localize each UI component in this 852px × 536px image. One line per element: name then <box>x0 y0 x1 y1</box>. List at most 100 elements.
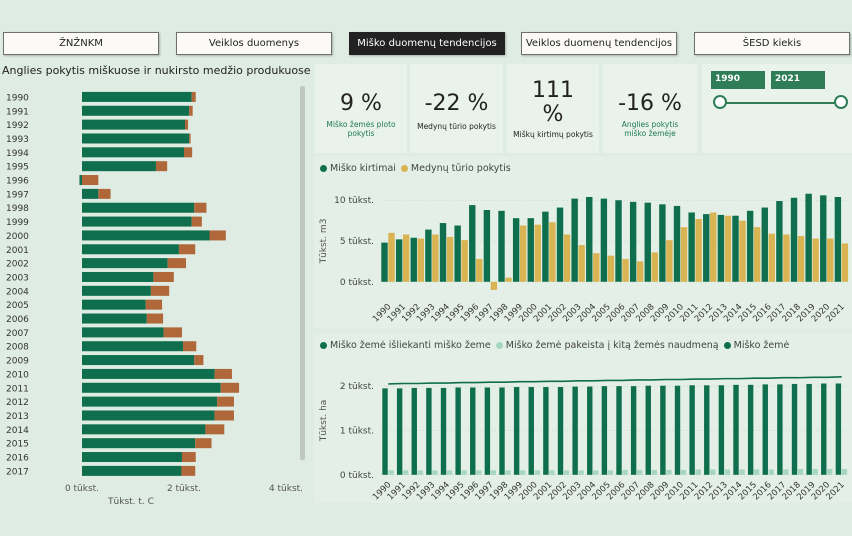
bar <box>425 229 432 282</box>
y-tick-label: 2001 <box>6 246 29 256</box>
bar-green <box>82 216 192 227</box>
bar <box>630 386 637 475</box>
bar <box>747 384 754 475</box>
bar <box>402 234 410 282</box>
bar-brown <box>98 188 111 199</box>
bar-green <box>82 299 146 310</box>
bar-green <box>82 230 210 241</box>
bar <box>411 387 417 475</box>
legend-item[interactable]: Miško žemė <box>723 340 790 351</box>
legend-item[interactable]: Miško žemė išliekanti miško žeme <box>320 340 491 351</box>
bar-green <box>82 133 190 144</box>
bar <box>841 469 848 475</box>
bar-brown <box>181 465 196 476</box>
bar <box>499 387 505 475</box>
tab-znznkm[interactable]: ŽNŽNKM <box>3 32 159 55</box>
y-tick-label: 10 tūkst. <box>334 196 374 206</box>
bar <box>732 215 739 282</box>
bar <box>733 384 739 475</box>
bar <box>651 252 658 282</box>
bar <box>645 385 651 475</box>
tab-veiklos-duomenys[interactable]: Veiklos duomenys <box>176 32 332 55</box>
bar <box>432 470 438 475</box>
bar-green <box>82 271 154 282</box>
tab-veiklos-duomenu-tendencijos[interactable]: Veiklos duomenų tendencijos <box>521 32 677 55</box>
bar <box>710 469 716 475</box>
year-slider-track[interactable] <box>721 102 841 104</box>
y-tick-label: 2 tūkst. <box>340 382 374 392</box>
y-tick-label: 1998 <box>6 204 29 214</box>
tab-misko-duomenu-tendencijos[interactable]: Miško duomenų tendencijos <box>349 32 505 55</box>
y-tick-label: 1992 <box>6 121 29 131</box>
bar <box>578 470 584 475</box>
bar-green <box>82 465 182 476</box>
bar <box>776 201 783 282</box>
bar <box>797 469 804 475</box>
bar <box>841 243 849 282</box>
bar <box>454 225 461 282</box>
bar <box>827 238 834 282</box>
bar <box>835 383 842 475</box>
bar-green <box>82 382 221 393</box>
y-tick-label: 5 tūkst. <box>340 237 374 247</box>
bar <box>739 469 745 475</box>
bar <box>490 470 497 475</box>
y-tick-label: 2012 <box>6 398 29 408</box>
year-slider-handle-end[interactable] <box>834 95 848 109</box>
bar-green <box>82 327 164 338</box>
tab-sesd-kiekis[interactable]: ŠESD kiekis <box>694 32 850 55</box>
bar-brown <box>191 91 196 102</box>
bar <box>689 385 695 475</box>
bar <box>636 469 643 475</box>
bar <box>718 385 725 475</box>
legend-item[interactable]: Miško žemė pakeista į kitą žemės naudmen… <box>495 340 719 351</box>
y-tick-label: 2009 <box>6 357 29 367</box>
bar <box>557 387 564 475</box>
bar-green <box>82 202 195 213</box>
y-tick-label: 2016 <box>6 454 29 464</box>
series-line <box>388 376 842 385</box>
bar-green <box>82 368 215 379</box>
bar <box>476 258 483 282</box>
bar <box>446 236 454 282</box>
bar-green <box>82 341 183 352</box>
year-slider-handle-start[interactable] <box>713 95 727 109</box>
bar <box>410 237 417 282</box>
bar-green <box>82 424 206 435</box>
bar <box>440 387 447 475</box>
bar <box>821 383 827 475</box>
bar <box>703 214 710 282</box>
bar <box>571 198 578 282</box>
bar-brown <box>189 133 191 144</box>
legend-item[interactable]: Miško kirtimai <box>320 163 396 174</box>
y-tick-label: 2000 <box>6 232 29 242</box>
bar-brown <box>153 271 174 282</box>
bar <box>717 214 725 282</box>
bar-brown <box>194 355 204 366</box>
year-to-input[interactable]: 2021 <box>771 71 825 89</box>
bar <box>768 469 774 475</box>
bar <box>469 205 476 282</box>
bar <box>426 387 432 475</box>
y-tick-label: 0 tūkst. <box>340 278 374 288</box>
legend-item[interactable]: Medynų tūrio pokytis <box>400 163 511 174</box>
x-tick-label: 0 tūkst. <box>65 484 99 494</box>
bar <box>666 240 673 282</box>
bar <box>680 469 687 475</box>
bar <box>615 200 622 282</box>
bar-green <box>82 410 215 421</box>
bar <box>666 469 672 475</box>
bar-brown <box>178 244 196 255</box>
y-tick-label: 2015 <box>6 440 29 450</box>
bar <box>783 234 790 282</box>
bar <box>629 201 637 282</box>
legend-label: Miško žemė <box>733 340 790 351</box>
bar <box>673 205 681 282</box>
kpi-card-forest-area: 9 % Miško žemės ploto pokytis <box>315 64 407 153</box>
bar <box>381 242 388 282</box>
bar <box>519 470 526 475</box>
bar <box>587 386 593 475</box>
kpi-value: 111 % <box>532 78 574 127</box>
year-from-input[interactable]: 1990 <box>711 71 765 89</box>
felling-volume-chart: 0 tūkst.5 tūkst.10 tūkst.Tūkst. m3199019… <box>319 193 849 324</box>
